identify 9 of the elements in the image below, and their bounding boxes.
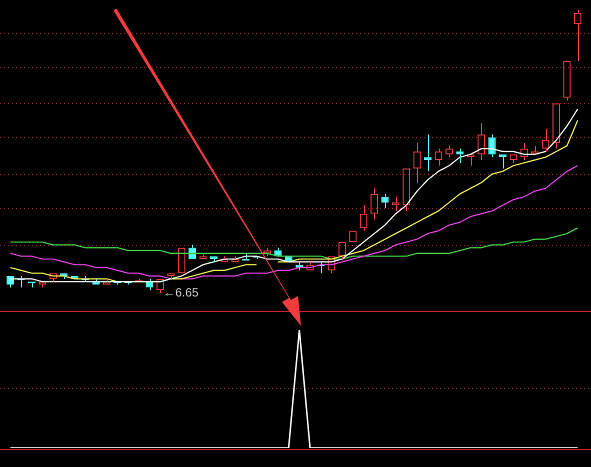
candlestick (381, 193, 389, 209)
candlestick (242, 252, 250, 260)
candlestick (296, 261, 304, 271)
candlestick (424, 134, 432, 172)
candlestick (210, 256, 218, 262)
candlestick (488, 134, 496, 158)
annotation: ←6.65 (163, 285, 199, 300)
candlestick (456, 148, 464, 164)
candlestick (60, 273, 68, 280)
